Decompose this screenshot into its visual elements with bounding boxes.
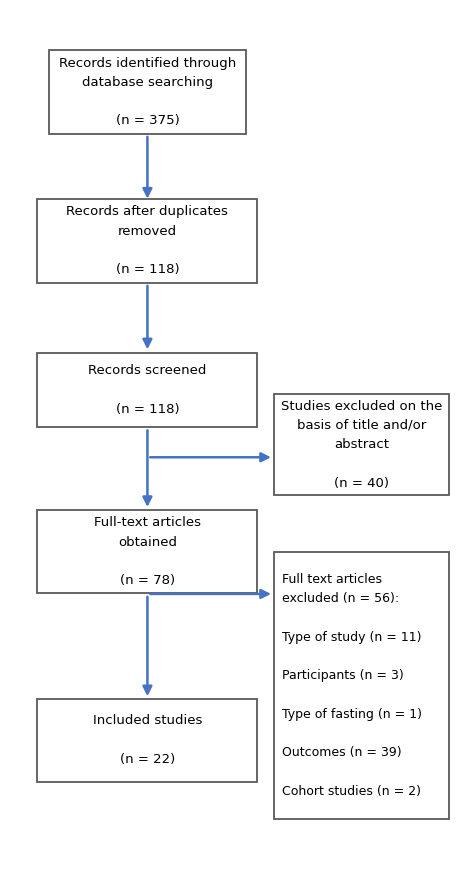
Text: Participants (n = 3): Participants (n = 3) [282, 669, 404, 682]
Text: (n = 22): (n = 22) [120, 753, 175, 766]
Text: Full-text articles: Full-text articles [94, 517, 201, 529]
Text: (n = 78): (n = 78) [120, 575, 175, 587]
Text: excluded (n = 56):: excluded (n = 56): [282, 592, 399, 605]
Text: Type of fasting (n = 1): Type of fasting (n = 1) [282, 708, 422, 721]
Text: Records after duplicates: Records after duplicates [66, 206, 228, 218]
Text: (n = 40): (n = 40) [334, 477, 389, 490]
Text: Full text articles: Full text articles [282, 573, 382, 586]
Text: Cohort studies (n = 2): Cohort studies (n = 2) [282, 785, 421, 798]
Text: obtained: obtained [118, 536, 177, 548]
Text: Included studies: Included studies [93, 715, 202, 727]
Text: Type of study (n = 11): Type of study (n = 11) [282, 631, 422, 644]
Text: Outcomes (n = 39): Outcomes (n = 39) [282, 746, 402, 759]
Text: basis of title and/or: basis of title and/or [297, 419, 426, 432]
FancyBboxPatch shape [37, 200, 257, 282]
FancyBboxPatch shape [37, 699, 257, 781]
Text: Records identified through: Records identified through [59, 57, 236, 69]
Text: Studies excluded on the: Studies excluded on the [281, 399, 442, 413]
FancyBboxPatch shape [49, 51, 246, 133]
Text: abstract: abstract [334, 438, 389, 451]
Text: (n = 118): (n = 118) [116, 403, 179, 415]
Text: (n = 375): (n = 375) [116, 115, 179, 127]
FancyBboxPatch shape [274, 394, 449, 495]
Text: Records screened: Records screened [88, 364, 206, 377]
FancyBboxPatch shape [274, 552, 449, 819]
Text: database searching: database searching [82, 76, 213, 88]
Text: removed: removed [118, 225, 177, 237]
Text: (n = 118): (n = 118) [116, 264, 179, 276]
FancyBboxPatch shape [37, 352, 257, 427]
FancyBboxPatch shape [37, 510, 257, 594]
